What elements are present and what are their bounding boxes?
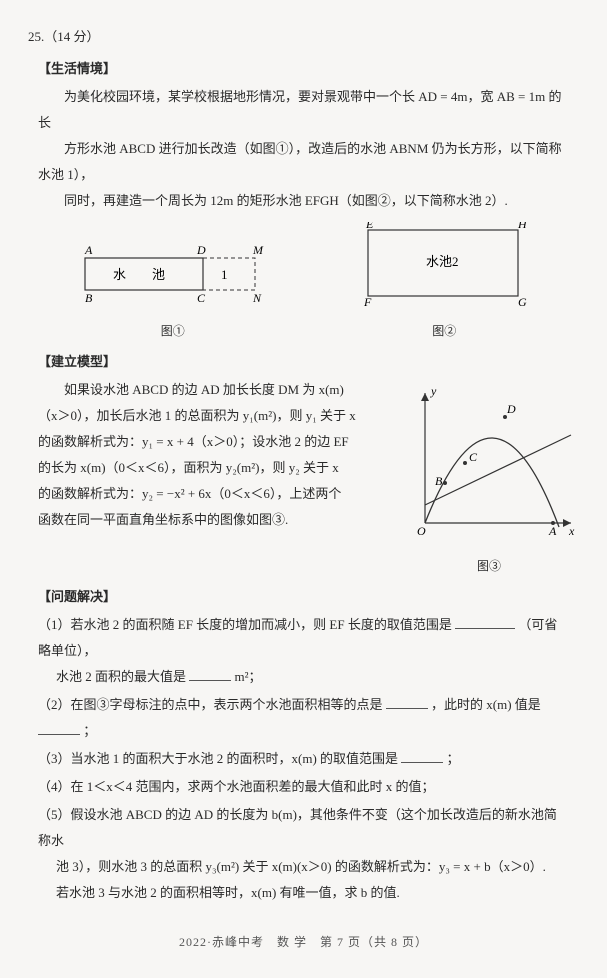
fig2-label-F: F (363, 295, 372, 308)
question-number: 25.（14 分） (28, 24, 579, 50)
q2-text-b: ，此时的 x(m) 值是 (431, 697, 541, 712)
section-situation: 【生活情境】 (38, 56, 579, 82)
question-4: （4）在 1＜x＜4 范围内，求两个水池面积差的最大值和此时 x 的值； (38, 774, 569, 800)
model-line1: 如果设水池 ABCD 的边 AD 加长长度 DM 为 x(m) (38, 377, 383, 403)
fig1-label-M: M (252, 243, 264, 257)
fig1-label-D: D (196, 243, 206, 257)
model-line6: 函数在同一平面直角坐标系中的图像如图③. (38, 507, 383, 533)
figure-3: O x y A B C D 图③ (399, 377, 579, 578)
q5-text-b: 池 3），则水池 3 的总面积 y₃(m²) 关于 x(m)(x＞0) 的函数解… (56, 854, 569, 880)
model-line5: 的函数解析式为：y₂ = −x² + 6x（0＜x＜6），上述两个 (38, 481, 383, 507)
fig1-caption: 图① (73, 319, 273, 343)
model-line3: 的函数解析式为：y₁ = x + 4（x＞0）；设水池 2 的边 EF (38, 429, 383, 455)
q2-text-c: ； (83, 723, 96, 738)
fig1-label-C: C (197, 291, 206, 305)
fig3-D: D (506, 402, 516, 416)
situation-line3: 同时，再建造一个周长为 12m 的矩形水池 EFGH（如图②，以下简称水池 2）… (38, 188, 569, 214)
fig1-label-A: A (84, 243, 93, 257)
fig3-x: x (568, 524, 575, 538)
q1-text-d: m²； (235, 669, 262, 684)
q1-blank-2 (189, 668, 231, 681)
fig2-pool: 水池2 (426, 254, 459, 269)
fig3-y: y (430, 384, 437, 398)
fig2-label-E: E (365, 222, 374, 231)
situation-line1: 为美化校园环境，某学校根据地形情况，要对景观带中一个长 AD = 4m，宽 AB… (38, 84, 569, 136)
q1-blank-1 (455, 616, 515, 629)
fig1-one: 1 (221, 267, 228, 282)
fig3-caption: 图③ (399, 554, 579, 578)
section-model: 【建立模型】 (38, 349, 579, 375)
q1-text-c: 水池 2 面积的最大值是 (56, 669, 186, 684)
question-1: （1）若水池 2 的面积随 EF 长度的增加而减小，则 EF 长度的取值范围是 … (38, 612, 569, 690)
page-footer: 2022·赤峰中考 数 学 第 7 页（共 8 页） (28, 930, 579, 954)
q2-blank-1 (386, 696, 428, 709)
question-5: （5）假设水池 ABCD 的边 AD 的长度为 b(m)，其他条件不变（这个加长… (38, 802, 569, 906)
model-line4: 的长为 x(m)（0＜x＜6），面积为 y₂(m²)，则 y₂ 关于 x (38, 455, 383, 481)
fig1-pool: 水 池 (113, 267, 165, 282)
section-solve: 【问题解决】 (38, 584, 579, 610)
q4-text: （4）在 1＜x＜4 范围内，求两个水池面积差的最大值和此时 x 的值； (38, 779, 435, 794)
figure-2: E H F G 水池2 图② (354, 222, 534, 343)
q5-text-a: （5）假设水池 ABCD 的边 AD 的长度为 b(m)，其他条件不变（这个加长… (38, 807, 557, 848)
question-3: （3）当水池 1 的面积大于水池 2 的面积时，x(m) 的取值范围是 ； (38, 746, 569, 772)
figure-2-svg: E H F G 水池2 (354, 222, 534, 308)
fig2-caption: 图② (354, 319, 534, 343)
q5-text-c: 若水池 3 与水池 2 的面积相等时，x(m) 有唯一值，求 b 的值. (56, 880, 569, 906)
figure-1: A D M B C N 水 池 1 图① (73, 238, 273, 343)
fig3-O: O (417, 524, 426, 538)
question-2: （2）在图③字母标注的点中，表示两个水池面积相等的点是 ，此时的 x(m) 值是… (38, 692, 569, 744)
q2-text-a: （2）在图③字母标注的点中，表示两个水池面积相等的点是 (38, 697, 383, 712)
situation-line2: 方形水池 ABCD 进行加长改造（如图①），改造后的水池 ABNM 仍为长方形，… (38, 136, 569, 188)
fig2-label-G: G (518, 295, 527, 308)
fig3-A: A (548, 524, 557, 538)
fig1-label-N: N (252, 291, 262, 305)
q1-text-a: （1）若水池 2 的面积随 EF 长度的增加而减小，则 EF 长度的取值范围是 (38, 617, 452, 632)
figure-row: A D M B C N 水 池 1 图① E H F G 水池2 图② (32, 222, 575, 343)
fig3-B: B (435, 474, 443, 488)
q3-text-b: ； (447, 751, 460, 766)
q3-text-a: （3）当水池 1 的面积大于水池 2 的面积时，x(m) 的取值范围是 (38, 751, 398, 766)
model-line2: （x＞0），加长后水池 1 的总面积为 y₁(m²)，则 y₁ 关于 x (38, 403, 383, 429)
fig2-label-H: H (517, 222, 528, 231)
fig3-C: C (469, 450, 478, 464)
figure-3-svg: O x y A B C D (399, 383, 579, 543)
figure-1-svg: A D M B C N 水 池 1 (73, 238, 273, 308)
q2-blank-2 (38, 722, 80, 735)
q3-blank (401, 750, 443, 763)
fig1-label-B: B (85, 291, 93, 305)
